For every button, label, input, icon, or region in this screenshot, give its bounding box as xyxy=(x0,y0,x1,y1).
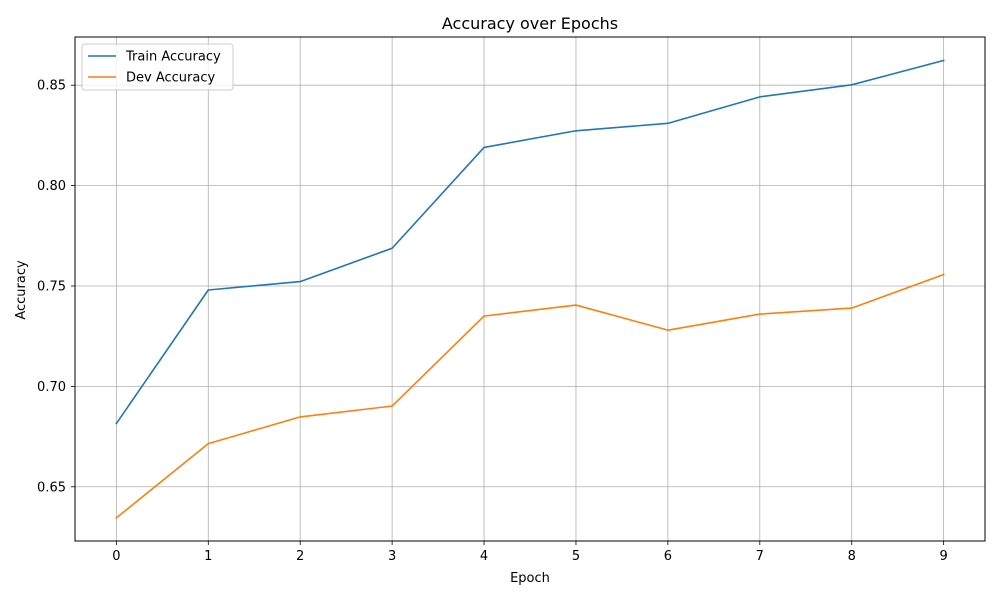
x-tick-label: 6 xyxy=(664,549,672,564)
x-axis-label: Epoch xyxy=(510,571,550,586)
legend: Train Accuracy Dev Accuracy xyxy=(81,43,234,91)
grid xyxy=(75,37,985,541)
chart-title: Accuracy over Epochs xyxy=(442,14,618,33)
y-tick-label: 0.75 xyxy=(37,279,66,294)
series-lines xyxy=(115,59,945,520)
y-tick-label: 0.80 xyxy=(37,179,66,194)
legend-label-train: Train Accuracy xyxy=(125,50,221,65)
legend-label-dev: Dev Accuracy xyxy=(126,71,215,86)
y-axis-ticks: 0.65 0.70 0.75 0.80 0.85 xyxy=(37,79,75,495)
x-tick-label: 8 xyxy=(848,549,856,564)
x-tick-label: 0 xyxy=(112,549,120,564)
y-tick-label: 0.70 xyxy=(37,380,66,395)
legend-box xyxy=(81,43,234,91)
x-tick-label: 7 xyxy=(756,549,764,564)
x-tick-label: 3 xyxy=(388,549,396,564)
x-tick-label: 2 xyxy=(296,549,304,564)
y-axis-label: Accuracy xyxy=(14,260,29,320)
series-line-dev-accuracy xyxy=(115,273,945,520)
x-tick-label: 4 xyxy=(480,549,488,564)
y-tick-label: 0.65 xyxy=(37,480,66,495)
series-line-train-accuracy xyxy=(115,59,945,425)
y-tick-label: 0.85 xyxy=(37,79,66,94)
x-tick-label: 1 xyxy=(204,549,212,564)
x-tick-label: 5 xyxy=(572,549,580,564)
plot-area-frame xyxy=(74,36,986,542)
x-tick-label: 9 xyxy=(939,549,947,564)
x-axis-ticks: 0 1 2 3 4 5 6 7 8 9 xyxy=(112,541,948,564)
